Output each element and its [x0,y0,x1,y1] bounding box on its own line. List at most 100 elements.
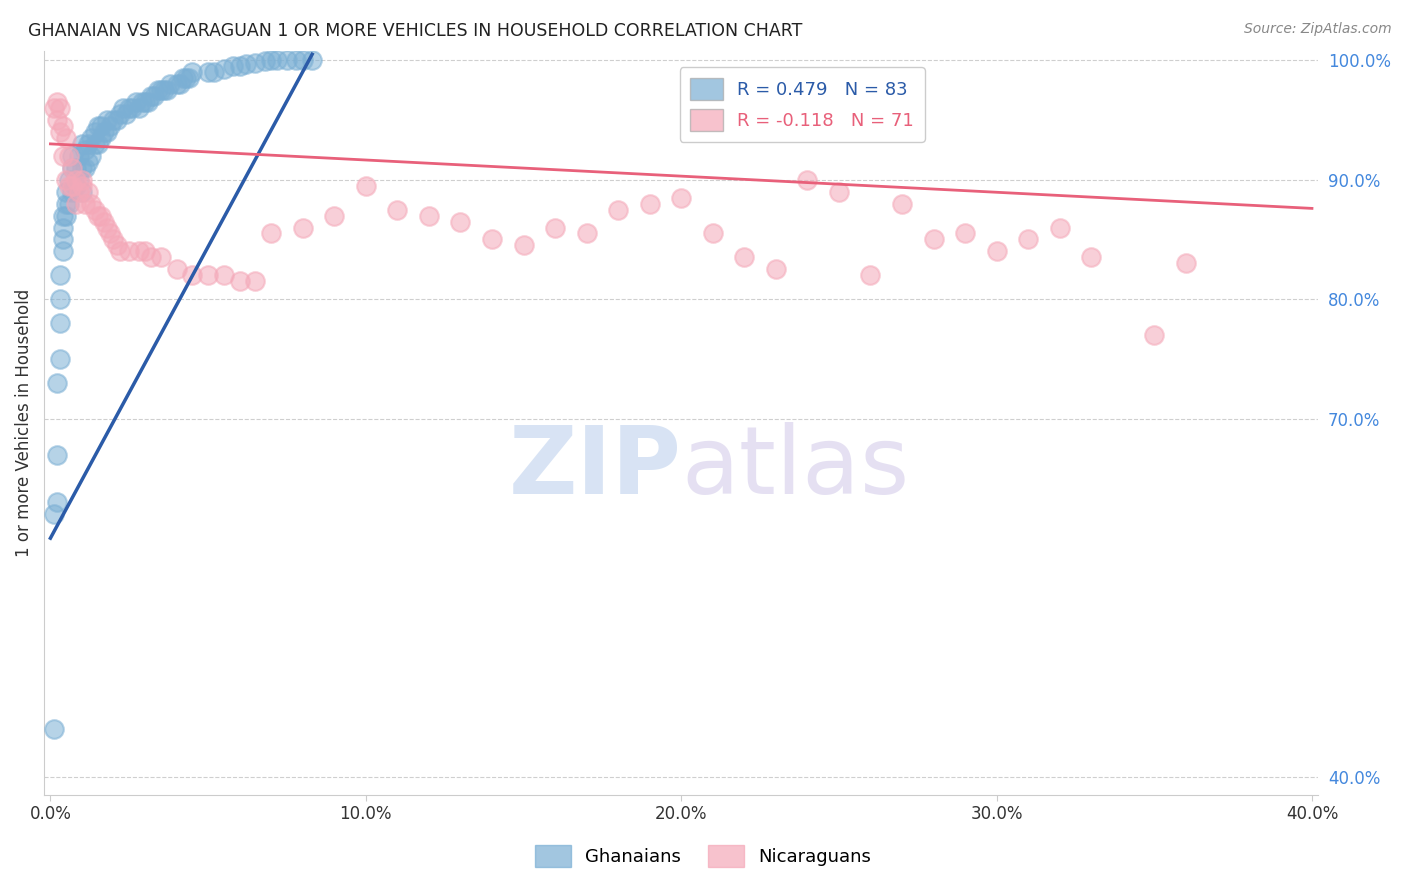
Point [93,214,115,228]
Point [42,723,65,737]
Point [1080,251,1102,265]
Point [108,244,131,259]
Point [93,125,115,139]
Point [765,262,787,277]
Point [83,125,105,139]
Point [149,83,172,97]
Point [62,161,84,175]
Point [449,214,471,228]
Point [159,77,181,91]
Point [45,448,67,462]
Point [42,508,65,522]
Point [253,54,276,69]
Text: atlas: atlas [681,422,910,514]
Point [149,251,172,265]
Point [222,59,245,73]
Point [512,238,534,252]
Point [70,185,93,199]
Point [87,209,110,223]
Point [49,268,72,283]
Point [1049,220,1071,235]
Point [141,251,163,265]
Point [481,232,503,246]
Point [55,131,77,145]
Point [986,244,1008,259]
Point [291,54,314,68]
Point [575,227,598,241]
Point [87,136,110,151]
Point [118,101,141,115]
Point [70,161,93,175]
Point [128,101,150,115]
Point [58,196,80,211]
Point [245,274,267,288]
Point [544,220,567,235]
Point [276,54,298,68]
Point [58,178,80,193]
Text: ZIP: ZIP [509,422,681,514]
Point [953,227,976,241]
Y-axis label: 1 or more Vehicles in Household: 1 or more Vehicles in Household [15,289,32,557]
Point [65,178,87,193]
Point [669,191,692,205]
Point [77,154,100,169]
Point [212,268,235,283]
Point [103,232,125,246]
Point [118,244,141,259]
Point [52,220,75,235]
Point [67,149,90,163]
Point [90,119,112,133]
Point [733,251,755,265]
Point [49,292,72,306]
Point [181,268,204,283]
Point [197,65,219,79]
Point [75,143,97,157]
Point [141,89,163,103]
Point [52,149,75,163]
Point [156,83,179,97]
Point [96,125,118,139]
Point [65,161,87,175]
Point [52,244,75,259]
Point [121,101,143,115]
Point [607,202,630,217]
Point [111,101,134,115]
Point [103,113,125,128]
Point [153,83,176,97]
Point [143,89,166,103]
Point [49,125,72,139]
Point [75,196,97,211]
Point [58,149,80,163]
Point [45,95,67,109]
Point [922,232,945,246]
Point [828,185,851,199]
Point [702,227,724,241]
Point [96,113,118,128]
Point [62,149,84,163]
Point [98,119,121,133]
Point [169,77,191,91]
Point [323,209,346,223]
Point [166,77,188,91]
Point [891,196,914,211]
Point [45,495,67,509]
Point [131,95,153,109]
Point [266,54,288,68]
Point [245,55,267,70]
Point [70,172,93,186]
Point [87,119,110,133]
Point [80,149,103,163]
Point [134,244,156,259]
Point [77,185,100,199]
Point [108,107,131,121]
Point [55,209,77,223]
Point [134,95,156,109]
Point [70,136,93,151]
Point [45,376,67,390]
Point [75,161,97,175]
Point [387,202,409,217]
Point [228,59,250,73]
Point [83,202,105,217]
Point [260,227,283,241]
Point [49,351,72,366]
